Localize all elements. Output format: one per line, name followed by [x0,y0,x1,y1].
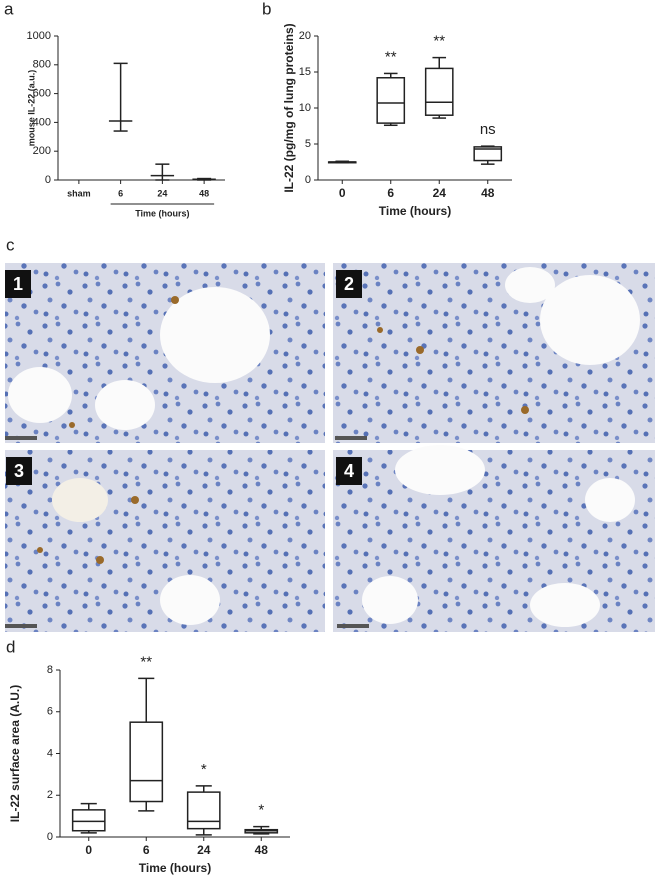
panel-label: c [6,235,15,254]
y-tick-label: 6 [47,706,53,718]
x-tick-label: 48 [255,843,269,857]
x-axis-title: Time (hours) [135,208,189,218]
panel-label: a [4,0,14,18]
box [424,67,454,116]
significance: * [258,802,264,819]
y-tick-label: 200 [33,145,51,157]
panel-label: d [6,637,15,656]
y-axis-title: IL-22 (pg/mg of lung proteins) [282,23,296,192]
significance: ** [140,653,152,670]
significance: ** [385,48,397,65]
significance: * [201,761,207,778]
x-tick-label: 24 [197,843,211,857]
y-tick-label: 2 [47,789,53,801]
x-tick-label: sham [67,188,91,198]
y-tick-label: 4 [47,747,53,759]
y-tick-label: 600 [33,88,51,100]
y-tick-label: 15 [299,66,311,78]
image-number: 1 [13,274,23,294]
micrograph: 1 [5,263,325,443]
y-tick-label: 5 [305,138,311,150]
x-tick-label: 24 [433,186,447,200]
micrograph: 3 [5,450,325,632]
x-tick-label: 0 [85,843,92,857]
image-number: 3 [14,461,24,481]
x-axis-title: Time (hours) [139,861,211,875]
box [376,77,406,124]
y-tick-label: 0 [45,174,51,186]
y-tick-label: 0 [305,174,311,186]
y-axis-title: IL-22 surface area (A.U.) [8,685,22,822]
y-tick-label: 10 [299,102,311,114]
y-tick-label: 0 [47,831,53,843]
box [129,721,164,803]
x-tick-label: 6 [118,188,123,198]
image-number: 2 [344,274,354,294]
significance: ns [480,121,496,138]
box [186,791,221,830]
x-tick-label: 24 [157,188,167,198]
micrograph: 4 [333,445,655,632]
micrograph: 2 [333,263,655,443]
x-tick-label: 0 [339,186,346,200]
x-tick-label: 6 [143,843,150,857]
x-tick-label: 48 [199,188,209,198]
panel-label: b [262,0,271,18]
y-tick-label: 8 [47,664,53,676]
x-axis-title: Time (hours) [379,204,451,218]
box [473,146,503,162]
y-tick-label: 400 [33,116,51,128]
y-axis-title: mouse IL-22 (a.u.) [26,70,36,147]
y-tick-label: 20 [299,30,311,42]
y-tick-label: 1000 [27,30,51,42]
significance: ** [433,33,445,50]
image-number: 4 [344,461,354,481]
y-tick-label: 800 [33,59,51,71]
x-tick-label: 48 [481,186,495,200]
x-tick-label: 6 [387,186,394,200]
box [71,809,106,832]
